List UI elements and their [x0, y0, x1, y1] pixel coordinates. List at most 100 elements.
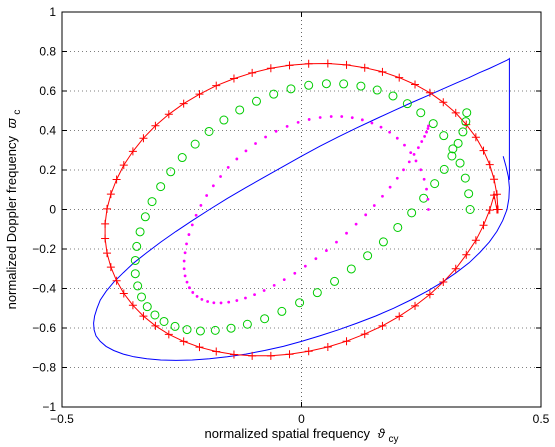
data-point [188, 286, 191, 290]
data-point [151, 121, 160, 130]
data-point [479, 146, 488, 155]
data-point [416, 146, 420, 150]
data-point [439, 131, 449, 141]
data-point [425, 88, 434, 97]
data-point [285, 124, 289, 128]
data-point [411, 80, 420, 89]
data-point [139, 134, 148, 143]
data-point [269, 89, 279, 99]
data-point [479, 221, 488, 230]
data-point [451, 264, 460, 273]
data-point [179, 337, 188, 346]
data-point [360, 63, 369, 72]
data-point [395, 176, 399, 180]
data-point [407, 208, 417, 218]
data-point [416, 108, 426, 118]
data-point [210, 325, 220, 335]
data-point [462, 250, 471, 259]
data-point [403, 143, 406, 147]
y-tick-label: −0.8 [32, 361, 56, 375]
data-point [490, 191, 499, 200]
data-point [227, 300, 231, 304]
data-point [407, 160, 411, 164]
y-tick-label: 0 [49, 203, 56, 217]
data-point [137, 292, 147, 302]
data-point [194, 213, 198, 217]
data-point [423, 135, 427, 138]
y-tick-label: 0.6 [39, 84, 56, 98]
data-point [183, 274, 187, 278]
data-point [101, 219, 110, 228]
data-point [350, 116, 354, 120]
data-point [272, 283, 276, 287]
data-point [426, 197, 430, 201]
data-point [420, 140, 424, 143]
data-point [411, 301, 420, 310]
data-point [286, 84, 296, 94]
x-axis-label-symbol: ϑ [378, 426, 386, 441]
y-axis-label-symbol: ϖ [4, 117, 19, 128]
data-point [106, 263, 115, 272]
data-point [325, 249, 328, 252]
data-point [170, 321, 180, 331]
data-point [211, 184, 215, 188]
data-point [277, 306, 287, 316]
data-point [451, 108, 460, 117]
x-tick-label: −0.5 [50, 412, 74, 426]
y-axis-label-subscript: c [12, 110, 23, 115]
data-point [242, 319, 252, 329]
data-point [312, 288, 322, 298]
data-point [395, 136, 399, 140]
data-point [128, 301, 137, 310]
data-point [119, 289, 128, 298]
data-point [425, 187, 428, 191]
data-point [425, 130, 428, 134]
data-point [212, 301, 216, 305]
data-point [363, 251, 373, 261]
data-point [147, 197, 157, 207]
data-point [304, 347, 313, 356]
data-point [388, 185, 392, 189]
data-point [493, 205, 502, 214]
data-point [150, 310, 160, 320]
data-point [428, 119, 438, 129]
data-point [132, 241, 142, 251]
data-point [465, 205, 475, 214]
data-point [139, 312, 148, 321]
data-point [164, 330, 173, 339]
x-axis-label-subscript: cy [388, 434, 398, 445]
y-tick-label: −0.6 [32, 321, 56, 335]
data-point [140, 212, 150, 222]
data-point [212, 347, 221, 356]
data-point [425, 290, 434, 299]
data-point [274, 129, 278, 133]
x-axis-label-text: normalized spatial frequency [205, 426, 371, 441]
data-point [235, 105, 245, 115]
data-point [342, 60, 351, 69]
data-point [395, 312, 404, 321]
x-tick-label: 0 [298, 412, 305, 426]
data-point [128, 147, 137, 156]
data-point [253, 293, 256, 297]
data-point [402, 168, 405, 172]
data-point [354, 222, 358, 226]
data-point [304, 59, 313, 68]
data-point [340, 115, 344, 118]
data-point [360, 118, 364, 122]
data-point [229, 350, 238, 359]
data-point [195, 343, 204, 352]
y-tick-label: 0.2 [39, 163, 56, 177]
series-3 [182, 115, 430, 305]
data-point [130, 269, 140, 279]
data-point [321, 79, 331, 89]
data-point [323, 342, 332, 351]
data-point [183, 251, 187, 255]
data-point [430, 179, 440, 189]
plot-series [93, 57, 510, 361]
y-axis-label-text: normalized Doppler frequency [4, 135, 19, 309]
data-point [159, 316, 169, 326]
data-point [307, 118, 311, 121]
data-point [303, 264, 307, 268]
data-point [419, 168, 423, 172]
data-point [219, 115, 229, 125]
